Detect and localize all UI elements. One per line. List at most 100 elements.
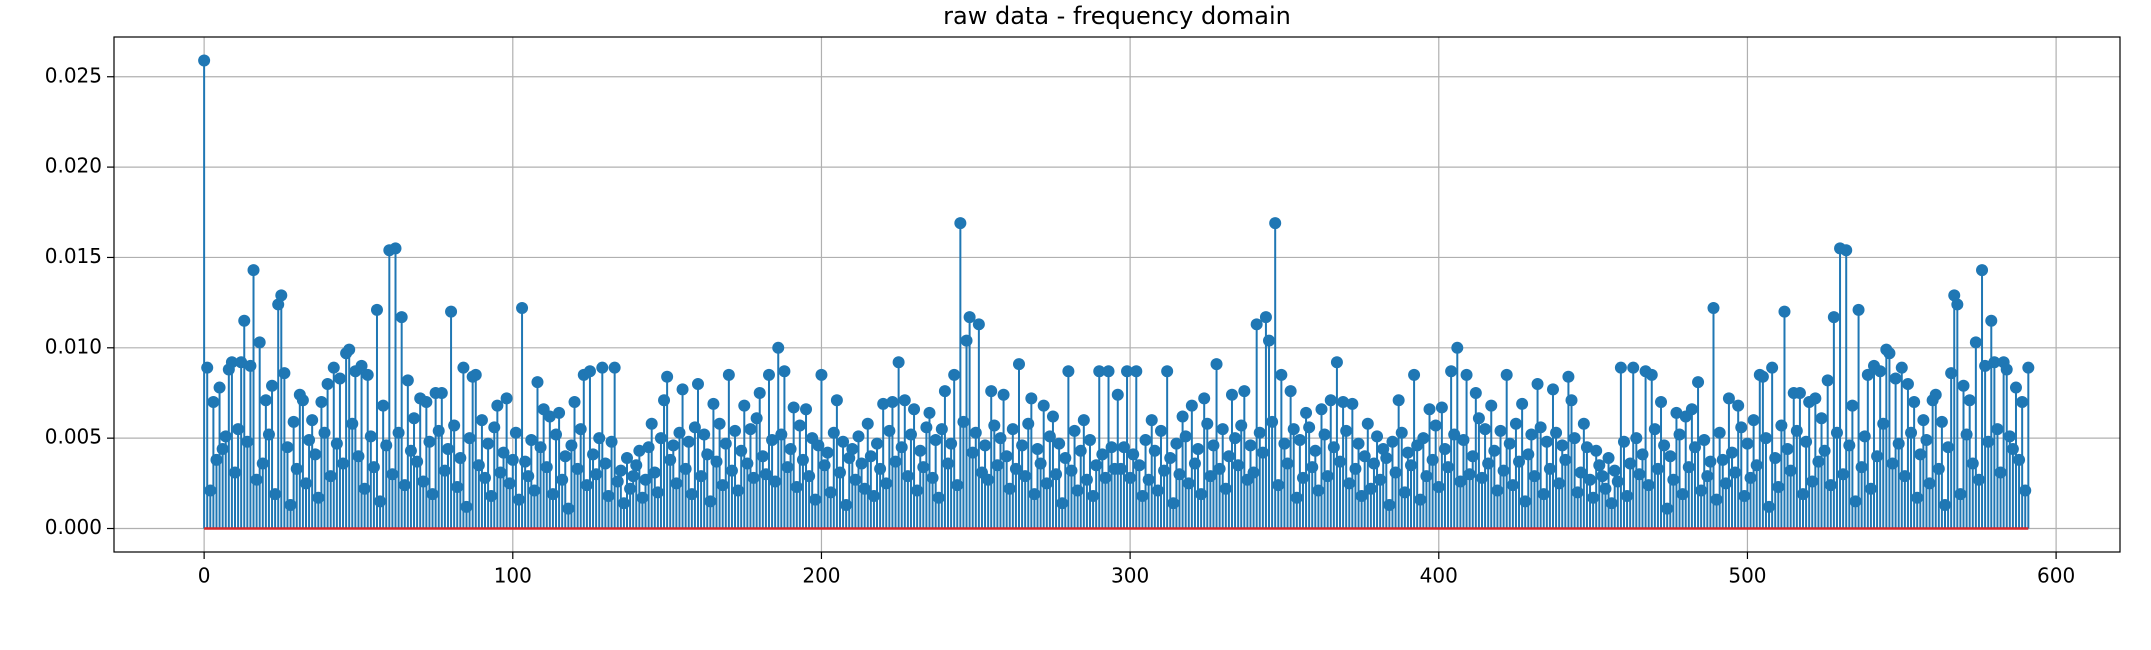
stem-marker — [330, 437, 343, 450]
stem-marker — [1531, 377, 1544, 390]
stem-marker — [1716, 453, 1729, 466]
stem-marker — [1923, 477, 1936, 490]
stem-marker — [1843, 439, 1856, 452]
stem-marker — [1414, 493, 1427, 506]
stem-marker — [1324, 394, 1337, 407]
stem-marker — [1438, 443, 1451, 455]
stem-marker — [1565, 394, 1578, 407]
stem-marker — [1642, 479, 1655, 492]
stem-marker — [435, 386, 448, 399]
stem-marker — [198, 54, 211, 67]
stem-marker — [1701, 470, 1714, 483]
stem-marker — [587, 448, 600, 461]
stem-marker — [550, 428, 563, 441]
stem-marker — [1938, 499, 1951, 512]
stem-marker — [852, 430, 865, 443]
stem-marker — [497, 446, 510, 459]
stem-marker — [1309, 444, 1322, 457]
stem-marker — [1534, 421, 1547, 434]
stem-marker — [1846, 399, 1859, 412]
stem-marker — [1012, 358, 1025, 371]
stem-marker — [753, 386, 766, 399]
stem-marker — [1068, 424, 1081, 437]
stem-marker — [833, 466, 846, 479]
stem-marker — [732, 484, 745, 497]
stem-marker — [1945, 367, 1958, 380]
stem-marker — [673, 426, 686, 439]
stem-marker — [479, 471, 492, 484]
stem-marker — [1022, 417, 1035, 430]
stem-marker — [408, 412, 421, 425]
stem-marker — [1287, 423, 1300, 436]
stem-marker — [543, 410, 556, 423]
stem-marker — [1695, 484, 1708, 497]
stem-marker — [411, 455, 424, 468]
stem-marker — [1824, 479, 1837, 492]
stem-marker — [1176, 410, 1189, 423]
stem-marker — [1127, 448, 1140, 461]
stem-marker — [1901, 377, 1914, 390]
stem-marker — [1550, 426, 1563, 439]
stem-marker — [1562, 370, 1575, 383]
stem-marker — [1281, 457, 1294, 470]
stem-marker — [778, 365, 791, 378]
stem-marker — [1334, 455, 1347, 468]
stem-marker — [1213, 462, 1226, 475]
stem-marker — [747, 471, 760, 484]
stem-marker — [287, 415, 300, 428]
stem-marker — [855, 457, 868, 470]
stem-marker — [1343, 477, 1356, 490]
stem-marker — [1540, 435, 1553, 448]
y-tick-label: 0.020 — [45, 154, 102, 178]
stem-marker — [1942, 441, 1955, 454]
stem-marker — [1009, 462, 1022, 475]
stem-marker — [377, 399, 390, 412]
stem-marker — [969, 426, 982, 439]
stem-marker — [1812, 455, 1825, 468]
stem-marker — [1837, 468, 1850, 481]
stem-marker — [883, 424, 896, 437]
stem-marker — [698, 428, 711, 441]
stem-marker — [2016, 396, 2029, 409]
stem-marker — [729, 424, 742, 437]
stem-marker — [1571, 486, 1584, 499]
stem-marker — [1204, 470, 1217, 483]
stem-marker — [784, 443, 797, 455]
stem-marker — [1102, 365, 1115, 378]
stem-marker — [562, 502, 575, 515]
stem-marker — [296, 394, 309, 407]
stem-marker — [1685, 403, 1698, 416]
stem-marker — [540, 461, 553, 474]
stem-marker — [1096, 448, 1109, 461]
stem-marker — [1405, 459, 1418, 472]
stem-marker — [1472, 412, 1485, 425]
stem-marker — [1275, 368, 1288, 381]
stem-marker — [1769, 452, 1782, 465]
stem-marker — [228, 466, 241, 479]
stem-marker — [979, 439, 992, 452]
stem-marker — [1750, 459, 1763, 472]
stem-marker — [824, 486, 837, 499]
stem-marker — [800, 403, 813, 416]
stem-marker — [275, 289, 288, 302]
stem-marker — [1920, 433, 1933, 446]
stem-marker — [1389, 466, 1402, 479]
stem-marker — [559, 450, 572, 463]
stem-marker — [238, 314, 251, 327]
stem-marker — [1083, 433, 1096, 446]
stem-marker — [1858, 430, 1871, 443]
stem-marker — [244, 359, 257, 372]
stem-marker — [1648, 423, 1661, 436]
stem-marker — [262, 428, 275, 441]
stem-marker — [1046, 410, 1059, 423]
stem-marker — [948, 368, 961, 381]
stem-marker — [404, 444, 417, 457]
stem-marker — [1800, 435, 1813, 448]
stem-marker — [929, 433, 942, 446]
stem-marker — [1401, 446, 1414, 459]
stem-marker — [506, 453, 519, 466]
stem-marker — [1179, 430, 1192, 443]
stem-marker — [494, 466, 507, 479]
stem-marker — [614, 464, 627, 477]
stem-marker — [1759, 432, 1772, 445]
